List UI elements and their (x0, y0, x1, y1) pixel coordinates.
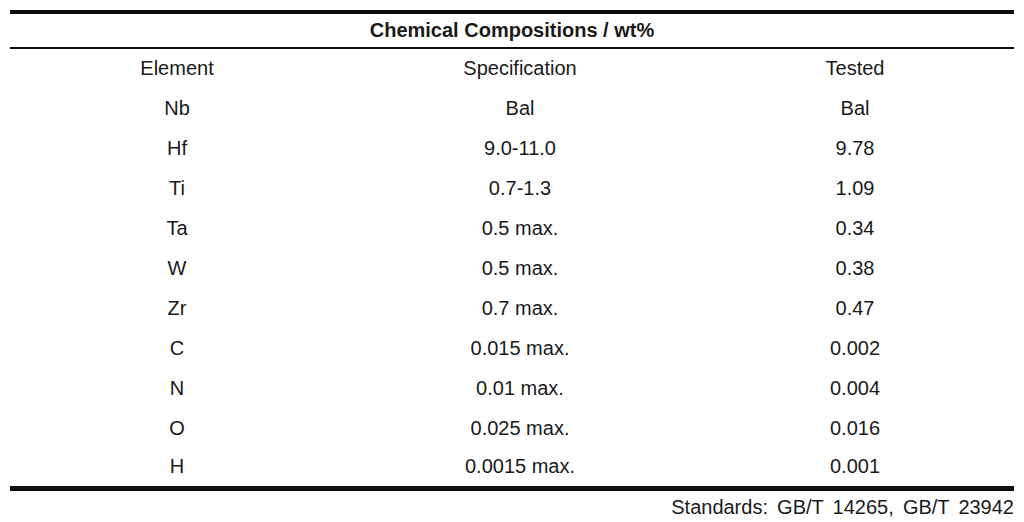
specification-cell: 0.01 max. (344, 368, 696, 408)
table-row-w: W 0.5 max. 0.38 (10, 248, 1014, 288)
specification-cell: 0.5 max. (344, 248, 696, 288)
element-cell: C (10, 328, 344, 368)
table-row-ta: Ta 0.5 max. 0.34 (10, 208, 1014, 248)
specification-cell: 0.0015 max. (344, 448, 696, 488)
specification-cell: 0.5 max. (344, 208, 696, 248)
tested-cell: 0.47 (696, 288, 1014, 328)
element-cell: O (10, 408, 344, 448)
table-row-o: O 0.025 max. 0.016 (10, 408, 1014, 448)
specification-cell: 0.7 max. (344, 288, 696, 328)
tested-cell: 1.09 (696, 168, 1014, 208)
column-header-element: Element (10, 48, 344, 88)
specification-cell: 9.0-11.0 (344, 128, 696, 168)
tested-cell: 0.001 (696, 448, 1014, 488)
specification-cell: Bal (344, 88, 696, 128)
element-cell: H (10, 448, 344, 488)
standards-note: Standards: GB/T 14265, GB/T 23942 (10, 493, 1014, 521)
column-header-specification: Specification (344, 48, 696, 88)
table-row-n: N 0.01 max. 0.004 (10, 368, 1014, 408)
table-title: Chemical Compositions / wt% (10, 12, 1014, 48)
tested-cell: 0.34 (696, 208, 1014, 248)
element-cell: Zr (10, 288, 344, 328)
specification-cell: 0.025 max. (344, 408, 696, 448)
table-row-h: H 0.0015 max. 0.001 (10, 448, 1014, 488)
tested-cell: 0.38 (696, 248, 1014, 288)
tested-cell: 0.002 (696, 328, 1014, 368)
specification-cell: 0.7-1.3 (344, 168, 696, 208)
specification-cell: 0.015 max. (344, 328, 696, 368)
tested-cell: 0.016 (696, 408, 1014, 448)
table-row-ti: Ti 0.7-1.3 1.09 (10, 168, 1014, 208)
table-row-nb: Nb Bal Bal (10, 88, 1014, 128)
document-page: Chemical Compositions / wt% Element Spec… (0, 0, 1024, 522)
table-row-hf: Hf 9.0-11.0 9.78 (10, 128, 1014, 168)
element-cell: Nb (10, 88, 344, 128)
table-title-row: Chemical Compositions / wt% (10, 12, 1014, 48)
element-cell: Ti (10, 168, 344, 208)
tested-cell: 0.004 (696, 368, 1014, 408)
element-cell: N (10, 368, 344, 408)
tested-cell: Bal (696, 88, 1014, 128)
chemical-compositions-table: Chemical Compositions / wt% Element Spec… (10, 10, 1014, 491)
element-cell: Ta (10, 208, 344, 248)
tested-cell: 9.78 (696, 128, 1014, 168)
table-row-zr: Zr 0.7 max. 0.47 (10, 288, 1014, 328)
table-header-row: Element Specification Tested (10, 48, 1014, 88)
table-row-c: C 0.015 max. 0.002 (10, 328, 1014, 368)
element-cell: W (10, 248, 344, 288)
element-cell: Hf (10, 128, 344, 168)
column-header-tested: Tested (696, 48, 1014, 88)
